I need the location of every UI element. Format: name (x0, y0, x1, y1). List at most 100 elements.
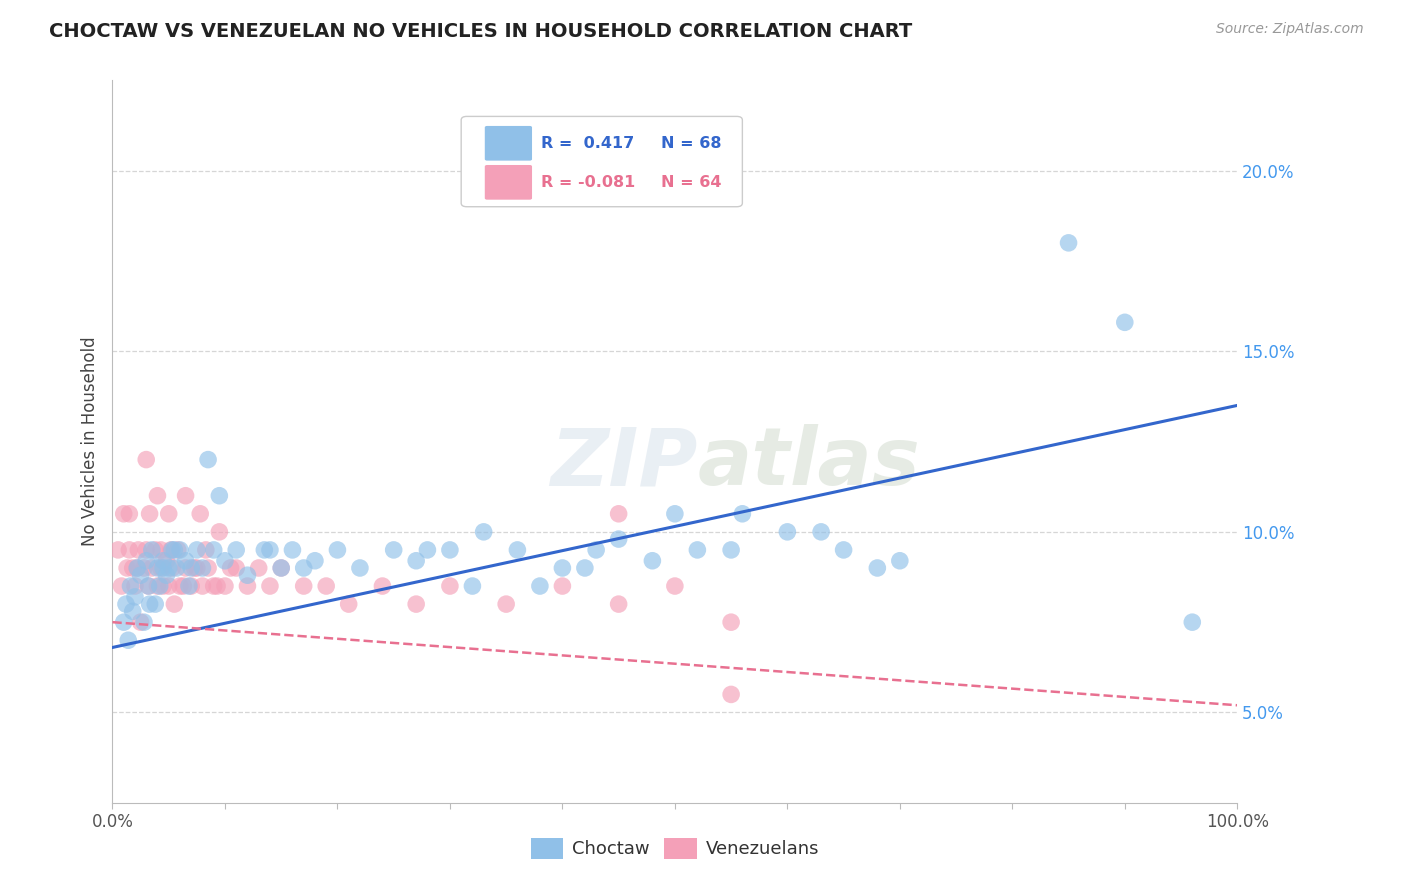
Point (186, 561, 208, 575)
Point (225, 561, 247, 575)
Point (166, 542, 188, 557)
Point (247, 561, 270, 575)
Point (141, 561, 163, 575)
Point (205, 579, 228, 593)
Point (149, 561, 172, 575)
Point (731, 507, 754, 521)
Point (146, 489, 169, 503)
Point (889, 554, 911, 568)
Point (138, 597, 160, 611)
Point (129, 615, 152, 630)
Point (641, 554, 664, 568)
Point (127, 561, 149, 575)
Point (197, 452, 219, 467)
Point (866, 561, 889, 575)
Point (720, 687, 742, 701)
Point (720, 542, 742, 557)
Point (270, 561, 292, 575)
Text: atlas: atlas (697, 425, 920, 502)
Point (146, 561, 169, 575)
Point (191, 561, 214, 575)
Point (349, 561, 371, 575)
Point (202, 542, 225, 557)
Point (157, 561, 180, 575)
Point (439, 579, 461, 593)
Point (121, 604, 143, 618)
Point (664, 507, 686, 521)
Point (115, 597, 138, 611)
Point (439, 542, 461, 557)
FancyBboxPatch shape (461, 117, 742, 207)
Point (208, 524, 231, 539)
Point (1114, 315, 1136, 329)
Point (551, 579, 574, 593)
Point (214, 579, 236, 593)
Point (664, 579, 686, 593)
Point (382, 542, 405, 557)
Point (146, 579, 169, 593)
Point (157, 579, 180, 593)
Point (1181, 615, 1204, 630)
Point (127, 542, 149, 557)
Point (219, 561, 242, 575)
Point (253, 542, 276, 557)
Point (127, 561, 149, 575)
Point (169, 542, 191, 557)
Point (107, 542, 129, 557)
Point (112, 507, 135, 521)
Point (585, 542, 607, 557)
Point (270, 561, 292, 575)
Point (135, 542, 157, 557)
Point (169, 579, 191, 593)
Point (132, 561, 155, 575)
Point (183, 561, 205, 575)
Point (110, 579, 132, 593)
FancyBboxPatch shape (485, 165, 531, 200)
Point (163, 542, 186, 557)
Point (135, 452, 157, 467)
Point (174, 554, 197, 568)
Text: ZIP: ZIP (550, 425, 697, 502)
Point (124, 590, 146, 604)
Point (208, 489, 231, 503)
Point (776, 524, 799, 539)
Text: N = 64: N = 64 (661, 175, 721, 190)
Point (194, 542, 217, 557)
Point (337, 597, 360, 611)
Point (163, 597, 186, 611)
Point (529, 579, 551, 593)
Point (120, 579, 142, 593)
Point (118, 507, 141, 521)
Point (141, 542, 163, 557)
Point (149, 579, 172, 593)
Point (405, 597, 427, 611)
Point (236, 568, 259, 582)
Point (1057, 235, 1080, 250)
Point (172, 579, 194, 593)
Point (160, 542, 183, 557)
Point (832, 542, 855, 557)
Text: R = -0.081: R = -0.081 (541, 175, 636, 190)
Point (416, 542, 439, 557)
Text: Source: ZipAtlas.com: Source: ZipAtlas.com (1216, 22, 1364, 37)
Point (197, 561, 219, 575)
Point (607, 597, 630, 611)
Point (124, 579, 146, 593)
Point (152, 554, 174, 568)
Point (138, 579, 160, 593)
Legend: Choctaw, Venezuelans: Choctaw, Venezuelans (523, 830, 827, 866)
Point (121, 561, 143, 575)
Point (157, 507, 180, 521)
Point (112, 615, 135, 630)
Point (259, 579, 281, 593)
Point (129, 568, 152, 582)
Point (607, 507, 630, 521)
Point (143, 542, 166, 557)
Point (152, 579, 174, 593)
Point (315, 579, 337, 593)
Point (149, 542, 172, 557)
Text: CHOCTAW VS VENEZUELAN NO VEHICLES IN HOUSEHOLD CORRELATION CHART: CHOCTAW VS VENEZUELAN NO VEHICLES IN HOU… (49, 22, 912, 41)
Point (304, 554, 326, 568)
Point (132, 615, 155, 630)
FancyBboxPatch shape (485, 126, 531, 161)
